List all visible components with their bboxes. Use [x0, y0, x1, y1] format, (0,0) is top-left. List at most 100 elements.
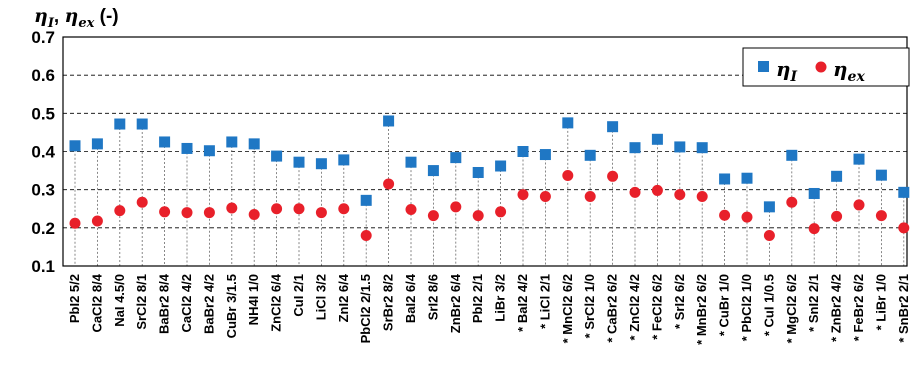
eta-i-point: [629, 142, 641, 154]
eta-ex-point: [69, 217, 81, 229]
eta-i-point: [181, 142, 193, 154]
x-tick-label: CuBr 3/1.5: [224, 274, 239, 338]
y-tick-label: 0.3: [31, 181, 55, 200]
legend: ηI ηex: [742, 47, 910, 87]
eta-ex-point: [763, 229, 775, 241]
eta-i-point: [741, 172, 753, 184]
x-tick-label: * SrI2 6/2: [672, 274, 687, 329]
eta-i-point: [427, 165, 439, 177]
eta-i-point: [360, 194, 372, 206]
eta-ex-point: [651, 184, 663, 196]
x-tick-label: LiBr 3/2: [493, 274, 508, 322]
x-tick-label: * PbCl2 1/0: [739, 274, 754, 341]
eta-ex-point: [607, 170, 619, 182]
x-tick-label: SrI2 8/6: [425, 274, 440, 320]
eta-i-point: [696, 142, 708, 154]
eta-i-point: [472, 166, 484, 178]
eta-i-point: [450, 152, 462, 164]
eta-ex-point: [315, 207, 327, 219]
eta-i-point: [898, 186, 910, 198]
eta-i-point: [248, 138, 260, 150]
eta-ex-point: [808, 223, 820, 235]
drop-lines: [74, 120, 905, 266]
eta-ex-point: [629, 186, 641, 198]
eta-i-point: [808, 187, 820, 199]
y-tick-label: 0.7: [31, 28, 55, 47]
eta-i-point: [91, 138, 103, 150]
x-tick-label: * LiBr 1/0: [873, 274, 888, 330]
x-tick-label: * LiCl 2/1: [537, 274, 552, 329]
y-tick-label: 0.4: [31, 143, 55, 162]
eta-i-point: [651, 133, 663, 145]
eta-i-point: [786, 149, 798, 161]
x-tick-label: NH4I 1/0: [246, 274, 261, 325]
x-tick-label: * SnBr2 2/1: [896, 274, 911, 343]
x-tick-label: * FeBr2 6/2: [851, 274, 866, 341]
eta-ex-point: [383, 178, 395, 190]
x-tick-label: CuI 2/1: [291, 274, 306, 317]
legend-label-eta-ex: ηex: [833, 57, 865, 85]
eta-ex-point: [136, 196, 148, 208]
eta-i-point: [831, 170, 843, 182]
x-tick-label: BaI2 6/4: [403, 273, 418, 323]
eta-ex-point: [293, 203, 305, 215]
eta-ex-point: [405, 204, 417, 216]
eta-ex-point: [562, 170, 574, 182]
x-tick-label: * BaI2 4/2: [515, 274, 530, 332]
eta-i-point: [203, 145, 215, 157]
eta-ex-point: [898, 222, 910, 234]
x-tick-label: * SnI2 2/1: [806, 274, 821, 332]
eta-ex-point: [226, 202, 238, 214]
eta-ex-point: [831, 210, 843, 222]
eta-i-point: [226, 136, 238, 148]
eta-i-point: [383, 115, 395, 127]
plot-frame: [62, 36, 908, 267]
legend-marker-eta-ex: [815, 61, 827, 73]
eta-ex-point: [674, 189, 686, 201]
x-axis-ticks: PbI2 5/2 CaCl2 8/4 NaI 4.5/0 SrCl2 8/1 BaBr2…: [67, 273, 911, 345]
eta-ex-point: [114, 205, 126, 217]
eta-ex-point: [741, 211, 753, 223]
y-axis-ticks: 0.1 0.2 0.3 0.4 0.5 0.6 0.7: [31, 28, 55, 276]
x-tick-label: CaCl2 8/4: [89, 273, 104, 332]
eta-ex-point: [450, 201, 462, 213]
x-tick-label: LiCl 3/2: [313, 274, 328, 320]
eta-i-point: [562, 117, 574, 129]
eta-i-point: [405, 156, 417, 168]
eta-ex-point: [427, 210, 439, 222]
eta-ex-point: [338, 203, 350, 215]
x-tick-label: * FeCl2 6/2: [649, 274, 664, 340]
x-tick-label: * MgCl2 6/2: [784, 274, 799, 343]
eta-i-point: [338, 154, 350, 166]
y-tick-label: 0.5: [31, 104, 55, 123]
eta-ex-point: [271, 203, 283, 215]
eta-i-point: [719, 173, 731, 185]
eta-i-point: [607, 121, 619, 133]
x-tick-label: NaI 4.5/0: [112, 274, 127, 327]
x-tick-label: * MnCl2 6/2: [560, 274, 575, 343]
legend-label-eta-i: ηI: [776, 57, 798, 85]
eta-i-point: [136, 118, 148, 130]
eta-i-point: [315, 158, 327, 170]
y-tick-label: 0.2: [31, 219, 55, 238]
eta-ex-point: [853, 199, 865, 211]
eta-i-point: [584, 149, 596, 161]
eta-i-point: [853, 153, 865, 165]
eta-ex-point: [495, 206, 507, 218]
eta-i-point: [69, 140, 81, 152]
eta-ex-point: [248, 208, 260, 220]
x-tick-label: BaBr2 8/4: [157, 273, 172, 334]
eta-i-point: [159, 136, 171, 148]
x-tick-label: * CuBr 1/0: [717, 274, 732, 336]
x-tick-label: SrCl2 8/1: [134, 274, 149, 330]
x-tick-label: SrBr2 8/2: [381, 274, 396, 331]
x-tick-label: BaBr2 4/2: [201, 274, 216, 334]
x-tick-label: * ZnBr2 4/2: [829, 274, 844, 342]
x-tick-label: * SrCl2 1/0: [582, 274, 597, 338]
x-tick-label: ZnBr2 6/4: [448, 273, 463, 333]
eta-ex-point: [360, 229, 372, 241]
eta-ex-point: [584, 191, 596, 203]
eta-ex-point: [539, 191, 551, 203]
x-tick-label: PbI2 2/1: [470, 274, 485, 323]
